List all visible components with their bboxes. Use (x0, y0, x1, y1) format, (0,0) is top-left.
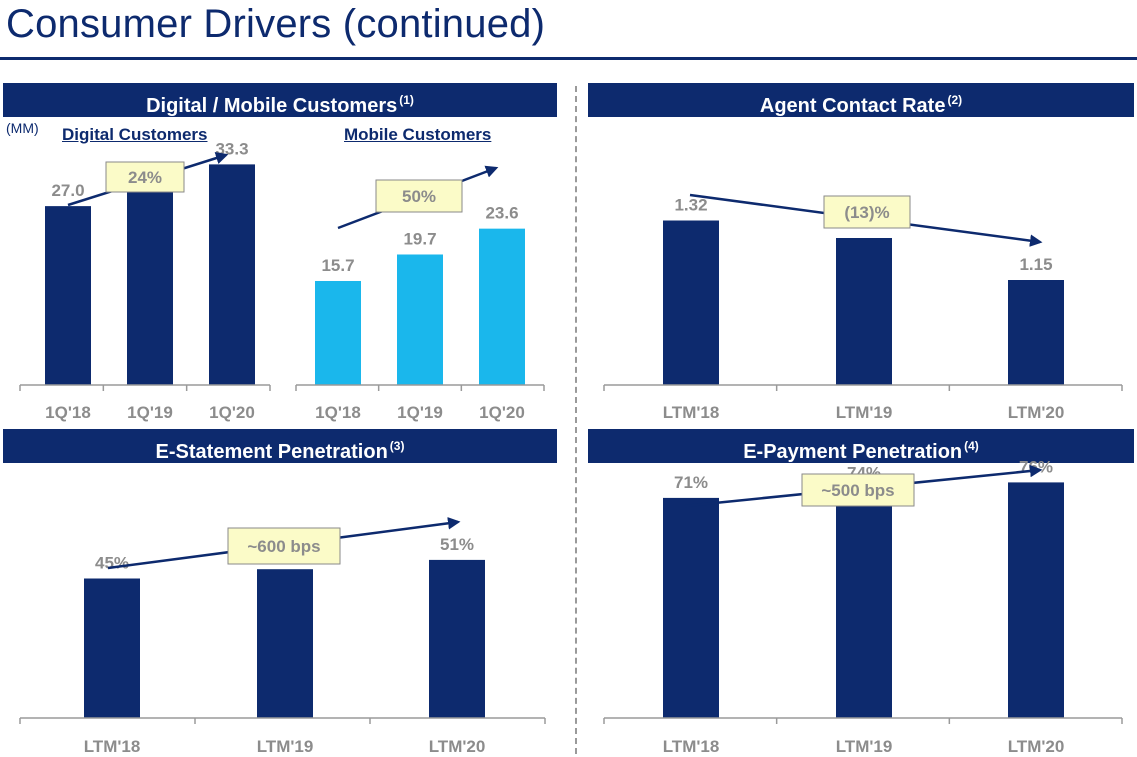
panel-banner-digital-mobile: Digital / Mobile Customers (1) (3, 83, 557, 117)
x-tick-label: LTM'18 (663, 403, 720, 422)
bar-value-label: 23.6 (485, 204, 518, 223)
unit-label: (MM) (6, 120, 39, 136)
bar-digital-1 (127, 185, 173, 385)
mobile-customers-subtitle: Mobile Customers (344, 125, 492, 144)
panel-title-e-payment: E-Payment Penetration (743, 441, 963, 463)
bar-epayment-2 (1008, 482, 1064, 718)
title-rule (0, 57, 1137, 60)
bar-value-label: 76% (1019, 457, 1053, 476)
x-tick-label: LTM'19 (257, 737, 314, 756)
x-tick-label: LTM'19 (836, 737, 893, 756)
x-tick-label: LTM'18 (663, 737, 720, 756)
x-tick-label: 1Q'18 (45, 403, 91, 422)
bar-epayment-0 (663, 497, 719, 718)
bar-estatement-2 (429, 559, 485, 718)
footnote-marker: (1) (399, 93, 414, 107)
callout-label: (13)% (844, 203, 889, 222)
panel-title-agent-contact: Agent Contact Rate (759, 95, 946, 117)
chart-mobile: 15.7 1Q'18 19.7 1Q'19 23.6 1Q'20 50% (295, 165, 545, 422)
bar-value-label: 51% (440, 535, 474, 554)
bar-value-label: 15.7 (321, 256, 354, 275)
footnote-marker: (2) (947, 93, 963, 107)
bar-mobile-1 (397, 254, 443, 385)
callout-label: 50% (402, 187, 436, 206)
x-tick-label: LTM'20 (1008, 403, 1065, 422)
x-tick-label: LTM'20 (429, 737, 486, 756)
callout-box (227, 527, 341, 565)
callout-box (823, 195, 911, 229)
x-tick-label: LTM'19 (836, 403, 893, 422)
x-tick-label: 1Q'20 (209, 403, 255, 422)
panel-title-digital-mobile: Digital / Mobile Customers (146, 95, 398, 117)
panel-title-e-statement: E-Statement Penetration (155, 441, 388, 463)
bar-epayment-1 (836, 488, 892, 718)
bar-mobile-2 (479, 228, 525, 385)
x-tick-label: 1Q'19 (397, 403, 443, 422)
bar-value-label: 19.7 (403, 229, 436, 248)
bar-value-label: 27.0 (51, 181, 84, 200)
callout-box (375, 179, 463, 213)
callout-label: ~500 bps (821, 481, 894, 500)
bar-agent-2 (1008, 280, 1064, 385)
bar-value-label: 45% (95, 554, 129, 573)
callout-box (105, 161, 185, 193)
bar-estatement-1 (257, 569, 313, 718)
footnote-marker: (3) (389, 439, 405, 453)
callout-box (801, 473, 915, 507)
callout-label: ~600 bps (247, 537, 320, 556)
bar-digital-0 (45, 206, 91, 385)
x-tick-label: 1Q'20 (479, 403, 525, 422)
bar-mobile-0 (315, 280, 361, 385)
x-tick-label: 1Q'19 (127, 403, 173, 422)
x-tick-label: 1Q'18 (315, 403, 361, 422)
bar-value-label: 71% (674, 473, 708, 492)
x-tick-label: LTM'20 (1008, 737, 1065, 756)
panel-banner-e-statement: E-Statement Penetration (3) (3, 429, 557, 463)
x-tick-label: LTM'18 (84, 737, 141, 756)
bar-value-label: 1.15 (1019, 255, 1052, 274)
digital-customers-subtitle: Digital Customers (62, 125, 208, 144)
bar-value-label: 1.32 (674, 196, 707, 215)
bar-agent-1 (836, 238, 892, 385)
panel-banner-e-payment: E-Payment Penetration (4) (588, 429, 1134, 463)
bar-agent-0 (663, 220, 719, 385)
panel-banner-agent-contact: Agent Contact Rate (2) (588, 83, 1134, 117)
callout-label: 24% (128, 168, 162, 187)
bar-digital-2 (209, 164, 255, 385)
footnote-marker: (4) (964, 439, 979, 453)
page-title: Consumer Drivers (continued) (6, 2, 546, 46)
bar-estatement-0 (84, 578, 140, 718)
panel-divider (575, 86, 577, 754)
